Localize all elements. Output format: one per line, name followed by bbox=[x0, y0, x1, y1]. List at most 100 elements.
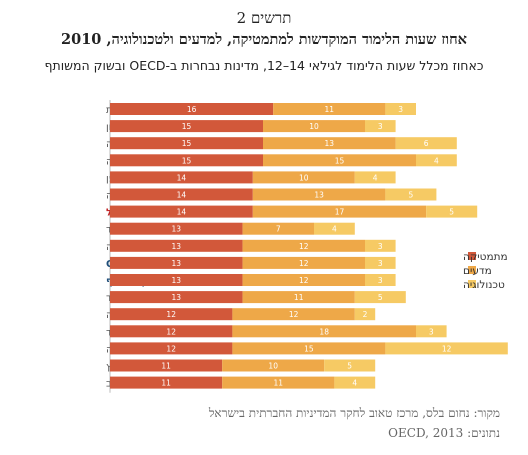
bar-segment bbox=[222, 359, 325, 372]
bar-segment bbox=[110, 137, 263, 150]
chart-subtitle: כאחוז מכלל שעות הלימוד לגילאי 14–12, מדי… bbox=[44, 58, 484, 73]
bar-segment bbox=[110, 325, 233, 338]
bar-segment bbox=[110, 376, 223, 389]
data-label: 11 bbox=[161, 362, 171, 371]
legend-swatch bbox=[468, 252, 476, 260]
data-label: 14 bbox=[177, 208, 187, 217]
bar-segment bbox=[110, 274, 243, 286]
bar-segment bbox=[110, 256, 243, 269]
figure-label: תרשים 2 bbox=[236, 9, 292, 27]
data-label: 12 bbox=[299, 276, 309, 285]
bar-segment bbox=[110, 188, 253, 201]
source-note: מקור: נחום בלס, מרכז טאוב לחקר המדיניות … bbox=[208, 406, 500, 420]
bar-segment bbox=[110, 205, 253, 218]
data-label: 3 bbox=[378, 276, 383, 285]
data-label: 14 bbox=[177, 173, 187, 182]
bar-segment bbox=[263, 154, 416, 167]
bar-segment bbox=[263, 137, 396, 150]
data-label: 13 bbox=[172, 293, 182, 302]
data-label: 15 bbox=[182, 122, 192, 131]
bar-segment bbox=[365, 256, 396, 269]
data-label: 3 bbox=[378, 259, 383, 268]
bar-segment bbox=[416, 325, 447, 338]
legend-label: מתמטיקה bbox=[463, 251, 508, 263]
bar-segment bbox=[273, 103, 386, 115]
data-label: 13 bbox=[172, 242, 182, 251]
bar-segment bbox=[385, 342, 508, 355]
bar-segment bbox=[426, 205, 478, 218]
data-label: 3 bbox=[378, 242, 383, 251]
bar-segment bbox=[242, 239, 365, 252]
data-label: 17 bbox=[335, 208, 345, 217]
data-label: 13 bbox=[314, 191, 324, 200]
bar-segment bbox=[110, 154, 263, 167]
data-label: 12 bbox=[442, 344, 452, 353]
data-label: 3 bbox=[378, 122, 383, 131]
bar-segment bbox=[242, 291, 355, 304]
bar-segment bbox=[324, 359, 376, 372]
bar-segment bbox=[110, 222, 243, 235]
bar-segment bbox=[385, 188, 437, 201]
bar-segment bbox=[252, 171, 355, 184]
data-label: 12 bbox=[299, 242, 309, 251]
legend-swatch bbox=[468, 280, 476, 288]
data-label: 12 bbox=[166, 327, 176, 336]
legend-label: טכנולוגיה bbox=[463, 279, 505, 291]
data-label: 5 bbox=[409, 191, 414, 200]
data-label: 11 bbox=[294, 293, 304, 302]
data-label: 16 bbox=[187, 105, 197, 114]
data-label: 15 bbox=[182, 156, 192, 165]
data-label: 12 bbox=[166, 310, 176, 319]
data-label: 13 bbox=[172, 225, 182, 234]
data-label: 13 bbox=[325, 139, 335, 148]
bar-segment bbox=[110, 171, 253, 184]
bar-segment bbox=[242, 256, 365, 269]
data-label: 12 bbox=[166, 344, 176, 353]
data-label: 12 bbox=[299, 259, 309, 268]
bar-segment bbox=[242, 222, 314, 235]
data-label: 4 bbox=[352, 379, 357, 388]
data-label: 5 bbox=[449, 208, 454, 217]
data-label: 15 bbox=[335, 156, 345, 165]
bar-segment bbox=[252, 188, 386, 201]
data-label: 15 bbox=[182, 139, 192, 148]
data-label: 10 bbox=[309, 122, 319, 131]
data-label: 18 bbox=[319, 327, 329, 336]
bar-segment bbox=[110, 342, 233, 355]
data-label: 13 bbox=[172, 259, 182, 268]
bar-segment bbox=[110, 308, 233, 321]
data-label: 5 bbox=[378, 293, 383, 302]
data-label: 14 bbox=[177, 191, 187, 200]
data-label: 4 bbox=[332, 225, 337, 234]
bar-segment bbox=[263, 120, 365, 133]
bar-segment bbox=[242, 274, 365, 286]
chart-title: אחוז שעות הלימוד המוקדשות למתמטיקה, למדע… bbox=[61, 31, 467, 48]
bar-segment bbox=[365, 239, 396, 252]
bar-segment bbox=[110, 120, 263, 133]
data-label: 7 bbox=[276, 225, 281, 234]
bar-segment bbox=[395, 137, 457, 150]
bar-segment bbox=[365, 274, 396, 286]
data-label: 2 bbox=[363, 310, 368, 319]
bar-segment bbox=[110, 103, 274, 115]
bar-segment bbox=[416, 154, 457, 167]
data-label: 15 bbox=[304, 344, 314, 353]
data-label: 10 bbox=[268, 362, 278, 371]
bar-segment bbox=[110, 239, 243, 252]
bar-segment bbox=[354, 291, 406, 304]
data-label: 13 bbox=[172, 276, 182, 285]
bar-segment bbox=[252, 205, 427, 218]
data-label: 11 bbox=[325, 105, 335, 114]
bar-segment bbox=[222, 376, 335, 389]
data-label: 4 bbox=[373, 173, 378, 182]
legend-swatch bbox=[468, 266, 476, 274]
data-label: 11 bbox=[274, 379, 284, 388]
bar-segment bbox=[354, 308, 376, 321]
bar-segment bbox=[110, 291, 243, 304]
data-label: 11 bbox=[161, 379, 171, 388]
bar-segment bbox=[365, 120, 396, 133]
data-label: 10 bbox=[299, 173, 309, 182]
bar-segment bbox=[232, 308, 355, 321]
bar-segment bbox=[334, 376, 376, 389]
bar-segment bbox=[232, 325, 416, 338]
